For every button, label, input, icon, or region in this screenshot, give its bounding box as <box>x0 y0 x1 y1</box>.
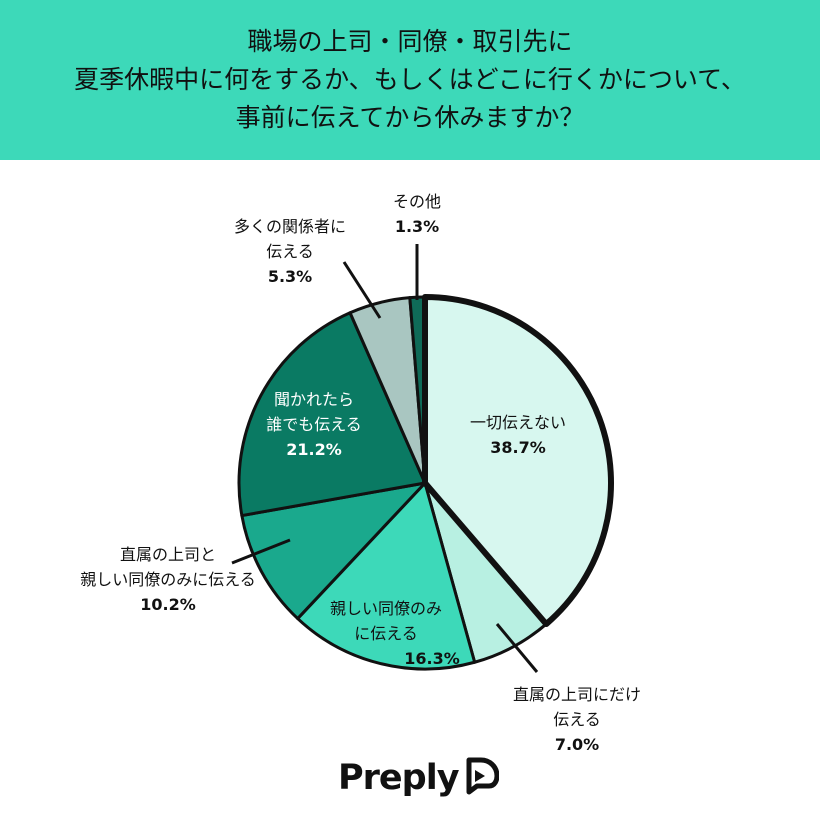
slice-label-5-line-1: 伝える <box>266 242 314 261</box>
pie-slice-3 <box>240 481 427 621</box>
slice-label-3-line-1: 親しい同僚のみに伝える <box>80 570 256 589</box>
title-line-1: 職場の上司・同僚・取引先に <box>247 27 573 56</box>
pie-slice-4 <box>237 311 427 518</box>
preply-bird-icon <box>466 757 499 795</box>
slice-label-5-line-0: 多くの関係者に <box>234 217 346 236</box>
slice-value-0: 38.7% <box>490 438 546 457</box>
pie-slice-2 <box>296 481 477 671</box>
title-line-3: 事前に伝えてから休みますか？ <box>235 103 585 132</box>
slice-label-1-line-0: 直属の上司にだけ <box>513 685 641 704</box>
slice-value-4: 21.2% <box>286 440 342 459</box>
preply-logo: Preply <box>338 752 499 804</box>
slice-label-2-line-0: 親しい同僚のみ <box>330 599 442 618</box>
slice-value-2: 16.3% <box>404 649 460 668</box>
brand-name: Preply <box>338 758 460 798</box>
slice-label-1-line-1: 伝える <box>553 710 601 729</box>
slice-label-6-line-0: その他 <box>393 192 441 211</box>
leader-line-3 <box>231 538 291 565</box>
slice-label-4-line-1: 誰でも伝える <box>266 415 362 434</box>
slice-label-4-line-0: 聞かれたら <box>274 390 354 409</box>
slice-value-1: 7.0% <box>555 735 599 754</box>
leader-line-5 <box>342 261 382 319</box>
slice-value-6: 1.3% <box>395 217 439 236</box>
header-banner: 職場の上司・同僚・取引先に 夏季休暇中に何をするか、もしくはどこに行くかについて… <box>0 0 820 160</box>
pie-slice-highlight-0 <box>422 294 614 628</box>
slice-value-3: 10.2% <box>140 595 196 614</box>
slice-label-2-line-1: に伝える <box>354 624 418 643</box>
slice-label-3-line-0: 直属の上司と <box>120 545 216 564</box>
slice-value-5: 5.3% <box>268 267 312 286</box>
slice-label-0-line-0: 一切伝えない <box>470 413 566 432</box>
leader-line-1 <box>495 623 539 673</box>
title-line-2: 夏季休暇中に何をするか、もしくはどこに行くかについて、 <box>74 65 746 94</box>
